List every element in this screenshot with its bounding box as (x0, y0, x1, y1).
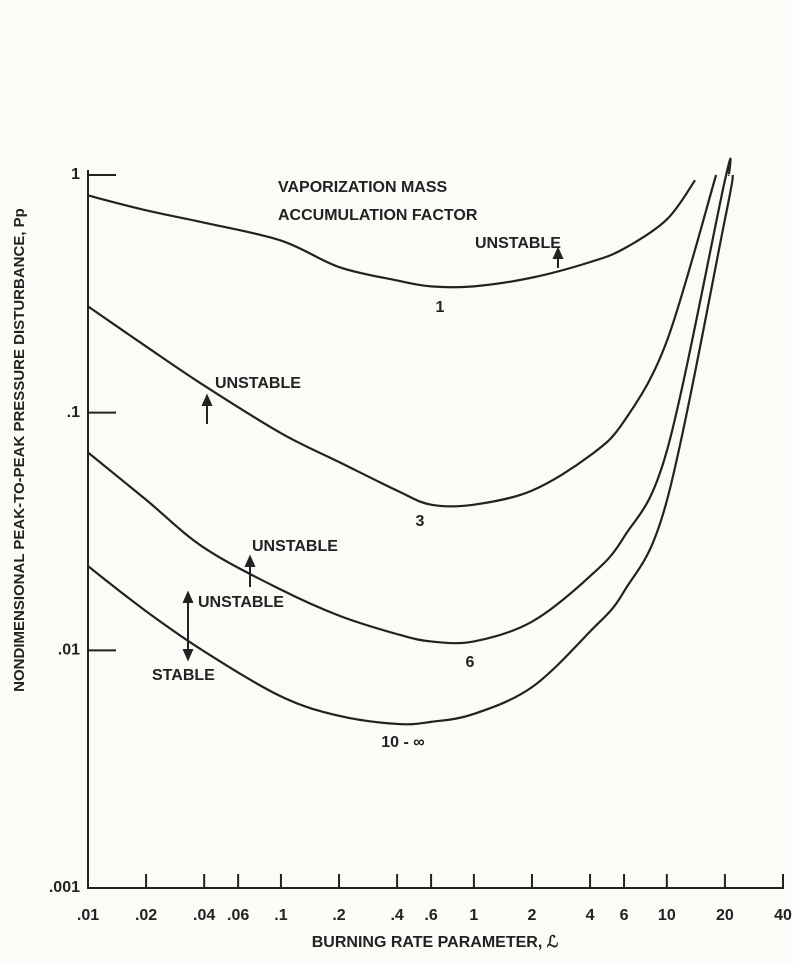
curve (87, 174, 734, 726)
y-tick-label: .1 (67, 404, 80, 421)
y-tick-label: .001 (49, 879, 80, 896)
x-tick-label: .02 (135, 907, 157, 924)
x-tick-label: 20 (716, 907, 734, 924)
series-label: 3 (416, 513, 425, 530)
series-label: 6 (466, 654, 475, 671)
annotation: STABLE (152, 667, 215, 684)
x-tick-label: 6 (620, 907, 629, 924)
annotation: UNSTABLE (198, 594, 284, 611)
x-tick-label: .6 (424, 907, 437, 924)
x-tick-label: .1 (274, 907, 287, 924)
y-axis-label: NONDIMENSIONAL PEAK-TO-PEAK PRESSURE DIS… (11, 208, 28, 692)
curve (87, 157, 732, 645)
x-tick-label: 40 (774, 907, 792, 924)
annotation: UNSTABLE (475, 235, 561, 252)
x-tick-label: 10 (658, 907, 676, 924)
x-tick-label: 1 (469, 907, 478, 924)
y-tick-label: .01 (58, 642, 80, 659)
x-tick-label: .01 (77, 907, 99, 924)
annotation: UNSTABLE (215, 375, 301, 392)
x-tick-label: .04 (193, 907, 215, 924)
y-tick-label: 1 (71, 166, 80, 183)
curve (87, 179, 696, 289)
x-tick-label: .2 (332, 907, 345, 924)
curve (87, 174, 718, 508)
annotation: VAPORIZATION MASS (278, 179, 448, 196)
annotation: UNSTABLE (252, 538, 338, 555)
series-label: 1 (436, 299, 445, 316)
x-tick-label: 2 (528, 907, 537, 924)
x-tick-label: .06 (227, 907, 249, 924)
x-tick-label: .4 (390, 907, 403, 924)
arrows (182, 246, 564, 662)
x-tick-label: 4 (586, 907, 595, 924)
x-axis-label: BURNING RATE PARAMETER, ℒ (312, 934, 559, 951)
series-label: 10 - ∞ (381, 734, 424, 751)
annotation: ACCUMULATION FACTOR (278, 207, 478, 224)
